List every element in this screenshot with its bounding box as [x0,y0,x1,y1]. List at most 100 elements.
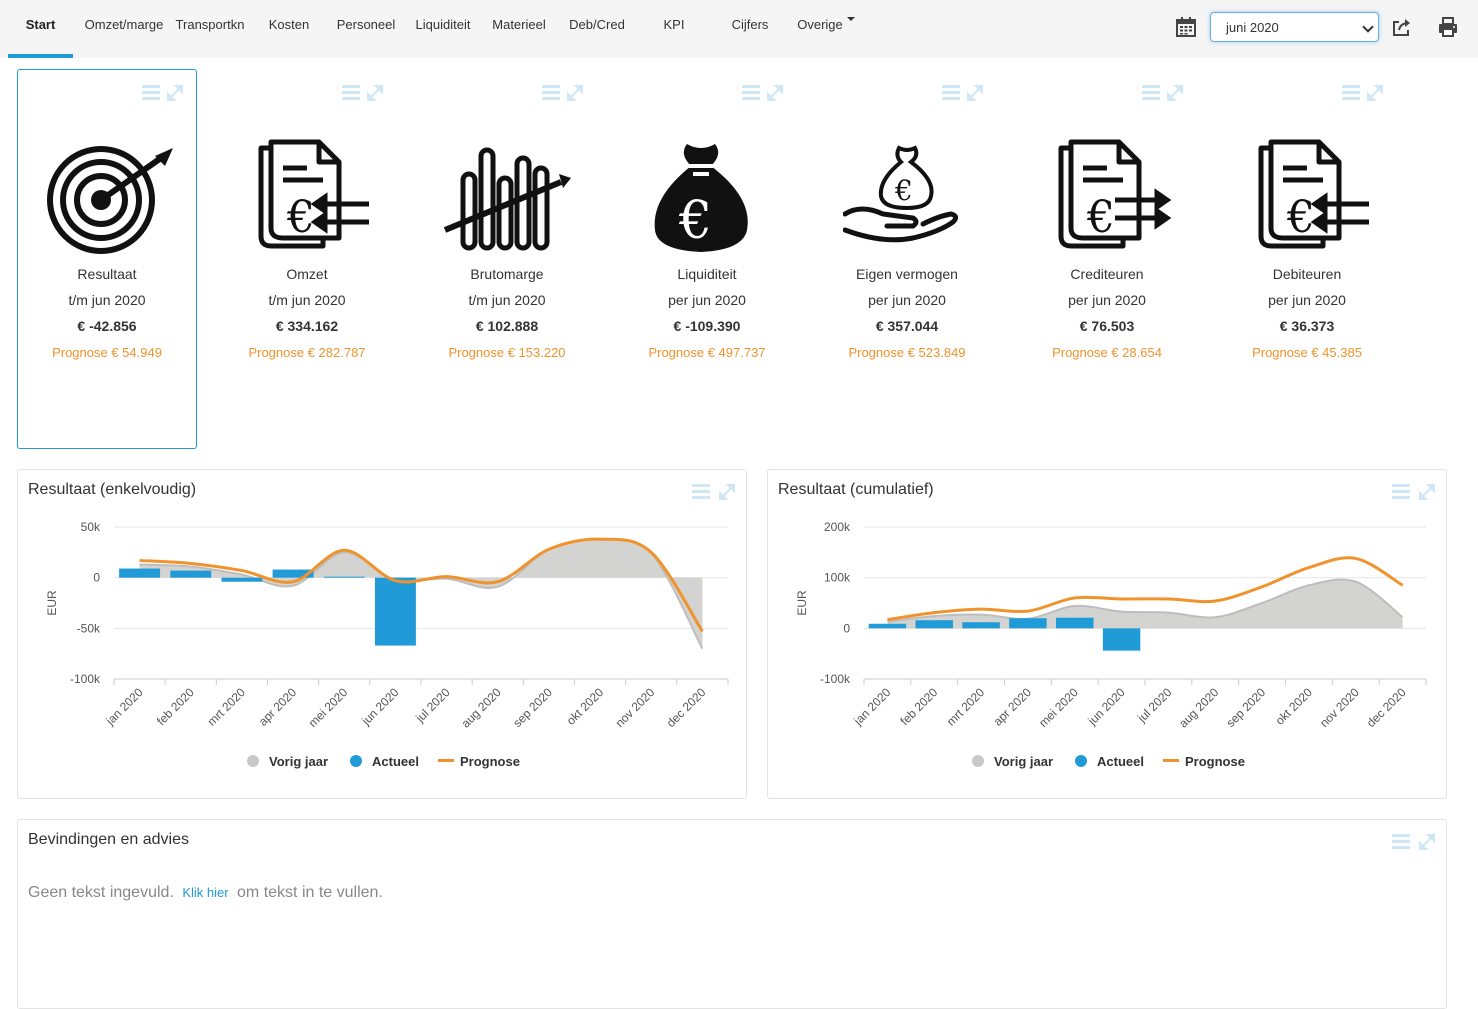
tab-transportkn[interactable]: Transportkn [170,0,250,58]
menu-icon[interactable] [1392,833,1410,856]
kpi-tile-crediteuren[interactable]: € Crediteuren per jun 2020 € 76.503 Prog… [1017,69,1197,449]
menu-icon[interactable] [692,483,710,506]
x-tick-label: feb 2020 [897,685,940,728]
kpi-value: € -42.856 [77,318,137,334]
y-tick-label: -100k [820,672,851,686]
y-axis-label: EUR [45,590,59,616]
kpi-period: per jun 2020 [868,292,946,308]
tab-deb-cred[interactable]: Deb/Cred [560,0,634,58]
kpi-forecast: Prognose € 28.654 [1052,345,1162,360]
target-icon [47,146,173,254]
kpi-title: Crediteuren [1070,266,1144,282]
advice-after-text: om tekst in te vullen. [237,884,383,901]
tab-kosten[interactable]: Kosten [258,0,320,58]
menu-icon[interactable] [342,84,360,107]
tab-personeel[interactable]: Personeel [330,0,402,58]
calendar-icon[interactable] [1175,16,1197,38]
expand-icon[interactable] [766,84,784,107]
menu-icon[interactable] [742,84,760,107]
tab-label: Transportkn [175,17,245,32]
kpi-tile-debiteuren[interactable]: € Debiteuren per jun 2020 € 36.373 Progn… [1217,69,1397,449]
kpi-forecast: Prognose € 45.385 [1252,345,1362,360]
expand-icon[interactable] [718,483,736,506]
x-tick-label: jul 2020 [412,685,453,726]
chart-panel-cumulatief: Resultaat (cumulatief) 200k 100k 0 -100k EUR… [767,469,1447,799]
expand-icon[interactable] [166,84,184,107]
menu-icon[interactable] [1342,84,1360,107]
tab-materieel[interactable]: Materieel [487,0,551,58]
x-tick-label: nov 2020 [1317,685,1362,730]
active-tab-indicator [8,54,73,58]
y-tick-label: 200k [824,520,851,534]
kpi-period: t/m jun 2020 [468,292,546,308]
kpi-tile-eigen-vermogen[interactable]: € Eigen vermogen per jun 2020 € 357.044 … [817,69,997,449]
bar-actueel [272,569,314,578]
expand-icon[interactable] [1418,483,1436,506]
legend-marker [1075,755,1087,767]
expand-icon[interactable] [966,84,984,107]
series-vorig-jaar-line [887,578,1404,623]
share-icon[interactable] [1391,16,1413,38]
kpi-tile-brutomarge[interactable]: Brutomarge t/m jun 2020 € 102.888 Progno… [417,69,597,449]
expand-icon[interactable] [1366,84,1384,107]
tab-label: Cijfers [731,17,769,32]
period-select[interactable]: juni 2020 [1210,12,1379,42]
kpi-tile-resultaat[interactable]: Resultaat t/m jun 2020 € -42.856 Prognos… [17,69,197,449]
tab-omzet-marge[interactable]: Omzet/marge [80,0,168,58]
x-tick-label: sep 2020 [510,685,555,730]
legend-marker [972,755,984,767]
y-tick-label: -50k [77,621,101,635]
svg-text:€: € [678,191,712,251]
legend-item-actueel: Actueel [372,754,419,769]
chart-panel-enkelvoudig: Resultaat (enkelvoudig) 50k 0 -50k -100k EUR… [17,469,747,799]
chart-title: Resultaat (enkelvoudig) [28,481,197,498]
kpi-tile-liquiditeit[interactable]: € Liquiditeit per jun 2020 € -109.390 Pr… [617,69,797,449]
x-tick-label: jan 2020 [103,685,146,728]
kpi-forecast: Prognose € 153.220 [448,345,566,360]
tab-liquiditeit[interactable]: Liquiditeit [410,0,476,58]
x-tick-label: jul 2020 [1134,685,1175,726]
menu-icon[interactable] [1142,84,1160,107]
advice-edit-link[interactable]: Klik hier [182,885,229,900]
legend-marker [1163,759,1179,762]
tab-kpi[interactable]: KPI [647,0,701,58]
menu-icon[interactable] [542,84,560,107]
kpi-period: t/m jun 2020 [268,292,346,308]
chevron-down-icon [1362,21,1374,33]
legend-item-vorig-jaar: Vorig jaar [269,754,328,769]
menu-icon[interactable] [942,84,960,107]
kpi-value: € 36.373 [1279,318,1335,334]
legend-marker [438,759,454,762]
y-tick-label: 50k [81,520,101,534]
tab-start[interactable]: Start [8,0,73,58]
bar-actueel [1056,617,1094,629]
tab-label: KPI [663,17,685,32]
chart-cumulatief: 200k 100k 0 -100k EUR jan 2020 feb 2020 mrt 202… [795,520,1427,769]
expand-icon[interactable] [1418,833,1436,856]
kpi-value: € 76.503 [1079,318,1135,334]
kpi-forecast: Prognose € 282.787 [248,345,366,360]
bar-actueel [323,576,365,578]
y-tick-label: -100k [70,672,101,686]
x-tick-label: mrt 2020 [205,685,249,729]
kpi-title: Eigen vermogen [856,266,958,282]
caret-down-icon [846,17,855,21]
expand-icon[interactable] [1166,84,1184,107]
tab-overige[interactable]: Overige [790,0,862,58]
tab-label: Deb/Cred [569,17,625,32]
menu-icon[interactable] [142,84,160,107]
svg-text:€: € [1286,192,1315,243]
x-tick-label: mei 2020 [306,685,351,730]
legend-marker [350,755,362,767]
expand-icon[interactable] [566,84,584,107]
print-icon[interactable] [1437,16,1459,38]
expand-icon[interactable] [366,84,384,107]
invoice-in-icon: € [1258,139,1369,249]
bar-actueel [374,577,416,646]
advice-panel: Bevindingen en advies Geen tekst ingevul… [17,819,1447,1009]
kpi-tile-omzet[interactable]: € Omzet t/m jun 2020 € 334.162 Prognose … [217,69,397,449]
svg-text:€: € [286,192,315,243]
tab-cijfers[interactable]: Cijfers [720,0,780,58]
x-tick-label: okt 2020 [1273,685,1316,728]
menu-icon[interactable] [1392,483,1410,506]
